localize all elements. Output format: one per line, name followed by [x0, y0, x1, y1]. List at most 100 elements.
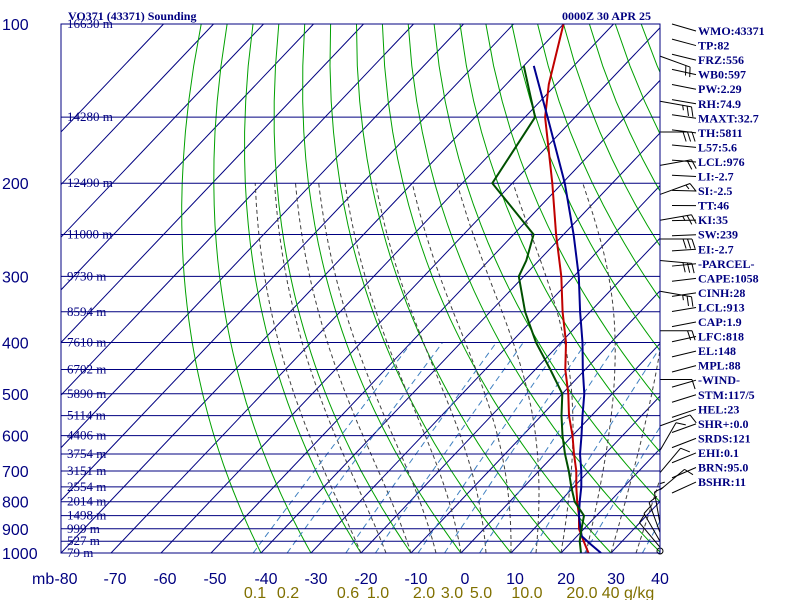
pressure-tick-label: 300 — [2, 269, 29, 286]
wind-barb-flag — [680, 447, 691, 453]
wind-barb-flag — [686, 160, 693, 170]
temperature-tick-label: -50 — [203, 571, 226, 588]
wind-barb-flag — [691, 131, 696, 142]
wind-barb-flag — [685, 184, 690, 190]
index-connector — [671, 306, 697, 312]
index-line: LFC:818 — [698, 330, 744, 344]
mixing-ratio-label: 3.0 — [441, 585, 463, 600]
index-connector — [671, 114, 697, 119]
index-line: STM:117/5 — [698, 388, 755, 402]
height-label: 79 m — [67, 545, 93, 560]
moist-adiabat — [274, 183, 387, 553]
index-line: CINH:28 — [698, 286, 745, 300]
index-line: MAXT:32.7 — [698, 111, 759, 125]
mixing-ratio-label: 10.0 — [511, 585, 542, 600]
plot-frame — [60, 23, 661, 554]
wind-barb-flag — [691, 159, 697, 169]
index-connector — [671, 53, 697, 61]
mixing-ratio-label: 2.0 — [413, 585, 435, 600]
height-label: 16630 m — [67, 16, 113, 31]
index-connector — [671, 159, 697, 163]
index-connector — [671, 423, 697, 433]
index-line: FRZ:556 — [698, 53, 744, 67]
index-line: -WIND- — [698, 373, 740, 387]
index-line: EHI:0.1 — [698, 446, 739, 460]
mixing-ratio-label: 1.0 — [367, 585, 389, 600]
temperature-tick-label: -70 — [103, 571, 126, 588]
isotherm-line — [61, 24, 164, 133]
isotherm-line — [61, 24, 214, 186]
height-label: 2014 m — [67, 494, 106, 509]
height-label: 4406 m — [67, 428, 106, 443]
valid-time: 0000Z 30 APR 25 — [562, 9, 651, 23]
wind-barb — [648, 502, 661, 533]
pressure-tick-label: 200 — [2, 176, 29, 193]
index-connector — [671, 99, 697, 105]
index-connector — [671, 23, 697, 32]
moist-adiabat — [512, 183, 574, 553]
moist-adiabat — [344, 183, 462, 553]
wind-barb-flag — [691, 106, 694, 117]
wind-barb-flag — [639, 513, 646, 523]
index-connector — [671, 263, 697, 267]
height-label: 14280 m — [67, 109, 113, 124]
isotherm-line — [61, 24, 314, 291]
wind-barb-flag — [691, 263, 695, 274]
isotherm-line — [160, 27, 660, 553]
chart-grid — [61, 24, 800, 553]
pressure-tick-label: 900 — [2, 522, 29, 539]
index-line: LCL:913 — [698, 300, 745, 314]
index-connector — [671, 379, 697, 388]
temperature-tick-label: -40 — [254, 571, 277, 588]
dry-adiabat — [796, 24, 800, 553]
temperature-tick-label: 10 — [506, 571, 524, 588]
wind-barbs — [639, 24, 697, 555]
wind-barb-flag — [689, 183, 697, 192]
temperature-tick-label: -60 — [153, 571, 176, 588]
index-line: SW:239 — [698, 228, 738, 242]
moist-adiabat — [411, 183, 512, 553]
temperature-tick-label: 30 — [607, 571, 625, 588]
index-connector — [671, 234, 697, 237]
index-connector — [671, 452, 697, 464]
wind-barb — [659, 214, 692, 221]
height-label: 8594 m — [67, 304, 106, 319]
height-label: 3754 m — [67, 446, 106, 461]
pressure-tick-label: 600 — [2, 429, 29, 446]
index-connector — [671, 68, 697, 76]
index-line: SRDS:121 — [698, 431, 751, 445]
moist-adiabat — [318, 183, 437, 553]
height-label: 5890 m — [67, 386, 106, 401]
height-label: 9730 m — [67, 268, 106, 283]
temperature-tick-label: -80 — [54, 571, 77, 588]
pressure-tick-label: 800 — [2, 495, 29, 512]
index-connector — [671, 292, 697, 297]
wind-barb-flag — [684, 468, 694, 476]
dry-adiabat — [356, 24, 562, 553]
index-connector — [671, 437, 697, 449]
index-line: HEL:23 — [698, 402, 739, 416]
mixing-ratio-label: 40 g/kg — [602, 585, 654, 600]
index-line: BRN:95.0 — [698, 461, 748, 475]
temperature-tick-label: 0 — [461, 571, 470, 588]
index-connector — [671, 248, 697, 252]
index-line: KI:35 — [698, 213, 728, 227]
wind-barb-flag — [654, 486, 664, 493]
index-line: PW:2.29 — [698, 82, 742, 96]
index-connector — [671, 277, 697, 282]
height-label: 1498 m — [67, 508, 106, 523]
index-connector — [671, 336, 697, 343]
mixing-ratio-line — [252, 342, 412, 553]
wind-barb — [659, 159, 692, 166]
index-line: TT:46 — [698, 199, 729, 213]
wind-barb — [639, 522, 661, 548]
wind-barb — [659, 290, 692, 298]
temperature-tick-label: 40 — [651, 571, 669, 588]
index-line: LCL:976 — [698, 155, 745, 169]
wind-barb-flag — [648, 495, 658, 503]
wind-barb — [659, 183, 691, 195]
wind-barb-flag — [675, 422, 686, 426]
height-label: 5114 m — [67, 408, 106, 423]
height-label: 2554 m — [67, 479, 106, 494]
height-label: 527 m — [67, 533, 100, 548]
